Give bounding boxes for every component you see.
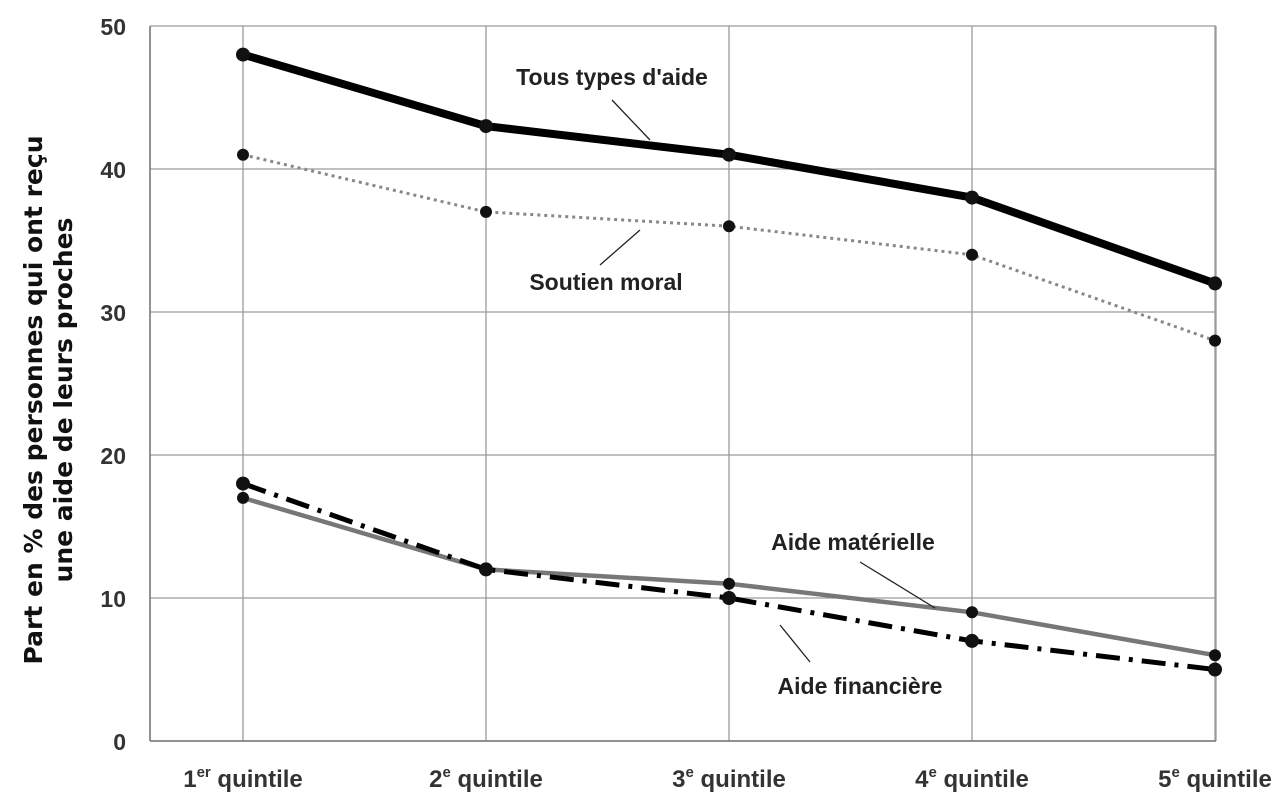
- data-point: [237, 491, 249, 504]
- annotation-label: Soutien moral: [529, 269, 682, 295]
- data-point: [722, 591, 736, 605]
- annotation-leader-line: [779, 624, 811, 663]
- data-point: [1208, 276, 1222, 291]
- annotation-leader-line: [611, 99, 651, 141]
- data-point: [965, 633, 979, 648]
- data-point: [237, 148, 249, 161]
- data-point: [965, 190, 979, 205]
- grid: [150, 25, 1217, 742]
- annotation-leader-line: [859, 561, 936, 609]
- data-point: [723, 577, 735, 590]
- annotations: Tous types d'aide Soutien moral Aide matér…: [516, 64, 942, 699]
- x-tick-label: 5e quintile: [1158, 764, 1272, 793]
- y-tick-label: 10: [100, 586, 126, 612]
- x-tick-labels: 1er quintile 2e quintile 3e quintile 4e qui…: [183, 764, 1272, 793]
- x-tick-label: 3e quintile: [672, 764, 786, 793]
- series-1: [237, 148, 1221, 347]
- series-0: [236, 47, 1222, 291]
- y-axis-label-line1: Part en % des personnes qui ont reçu: [19, 135, 48, 664]
- series-3: [236, 476, 1222, 677]
- y-axis-label-line2: une aide de leurs proches: [49, 218, 78, 583]
- y-tick-labels: 0 10 20 30 40 50: [100, 14, 126, 755]
- series-group: [236, 47, 1222, 677]
- annotation-label: Aide matérielle: [771, 529, 935, 555]
- data-point: [966, 606, 978, 619]
- y-tick-label: 30: [100, 300, 126, 326]
- data-point: [1209, 334, 1221, 347]
- data-point: [480, 205, 492, 218]
- y-tick-label: 50: [100, 14, 126, 40]
- x-tick-label: 1er quintile: [183, 764, 303, 793]
- data-point: [723, 220, 735, 233]
- annotation-label: Aide financière: [778, 673, 943, 699]
- data-point: [1208, 662, 1222, 677]
- y-tick-label: 0: [113, 729, 126, 755]
- data-point: [236, 476, 250, 491]
- data-point: [1209, 649, 1221, 662]
- data-point: [966, 248, 978, 261]
- data-point: [479, 562, 493, 577]
- data-point: [479, 119, 493, 134]
- axes: [149, 26, 1216, 742]
- y-tick-label: 20: [100, 443, 126, 469]
- y-tick-label: 40: [100, 157, 126, 183]
- data-point: [236, 47, 250, 62]
- annotation-label: Tous types d'aide: [516, 64, 708, 90]
- series-line: [242, 481, 1216, 672]
- x-tick-label: 2e quintile: [429, 764, 543, 793]
- x-tick-label: 4e quintile: [915, 764, 1029, 793]
- data-point: [722, 147, 736, 162]
- annotation-leader-line: [599, 229, 641, 266]
